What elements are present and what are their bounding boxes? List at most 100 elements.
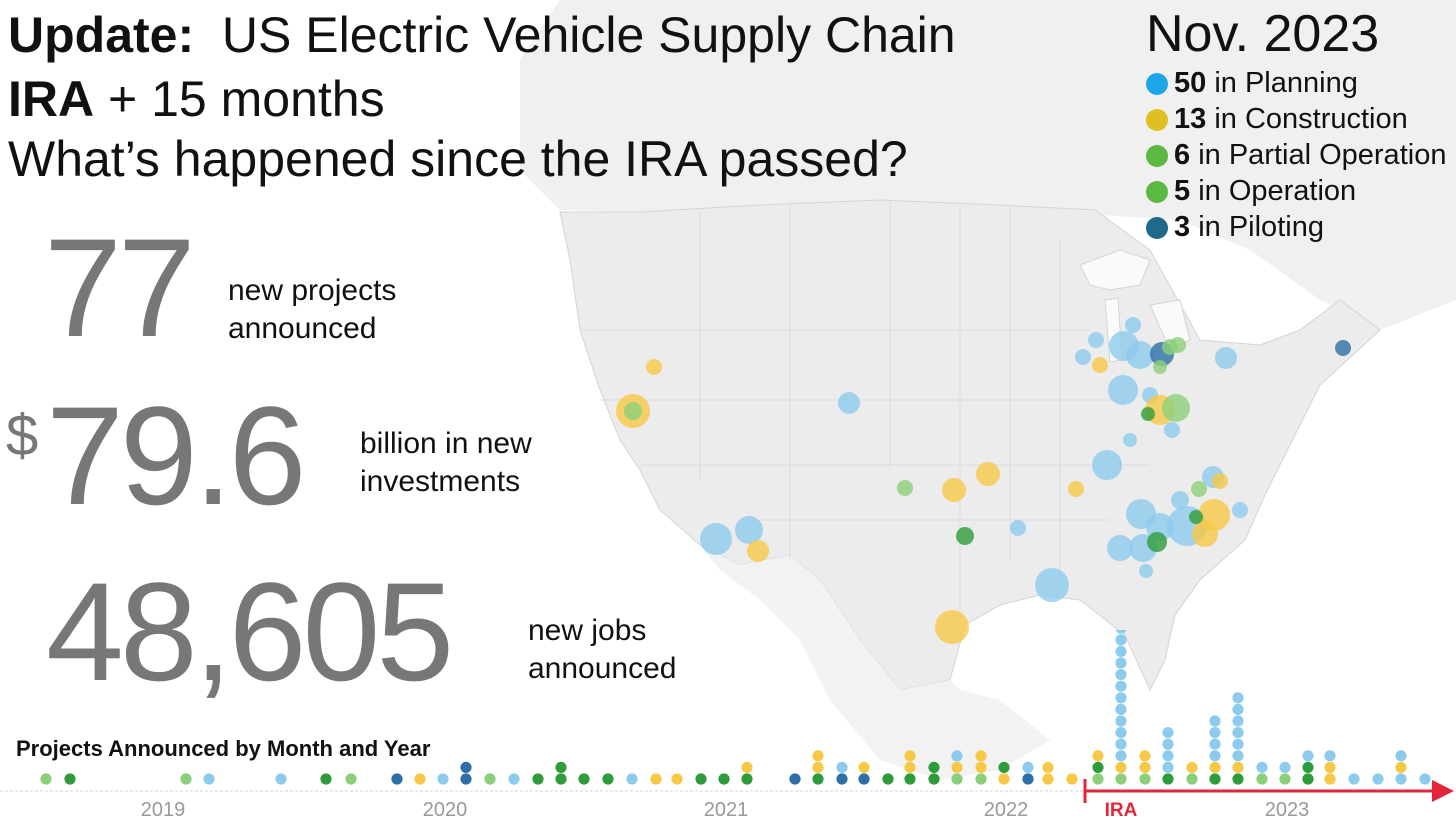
project-bubble	[1139, 564, 1153, 578]
project-bubble	[1170, 337, 1186, 353]
project-bubble	[1108, 375, 1138, 405]
status-legend: 50 in Planning 13 in Construction 6 in P…	[1146, 68, 1446, 248]
timeline-dot	[812, 773, 824, 785]
timeline-dot	[275, 773, 287, 785]
projects-count: 77	[44, 209, 196, 366]
lake-superior	[1079, 249, 1151, 291]
legend-dot-operation	[1146, 181, 1168, 203]
projects-label-line1: new projects	[228, 274, 397, 307]
project-bubble	[1192, 521, 1218, 547]
timeline-dot	[1115, 645, 1127, 658]
project-bubble	[1147, 532, 1167, 552]
timeline-dot	[1092, 761, 1104, 774]
timeline-dot	[1115, 761, 1127, 774]
currency-symbol: $	[6, 403, 39, 468]
timeline-dot	[975, 750, 987, 762]
jobs-label: new jobs announced	[528, 612, 676, 688]
timeline-dot	[1324, 761, 1336, 774]
project-bubble	[1107, 535, 1133, 561]
legend-dot-piloting	[1146, 217, 1168, 239]
timeline-dot	[1115, 727, 1127, 739]
legend-label: in Planning	[1214, 67, 1358, 99]
timeline-dot	[1092, 773, 1104, 785]
timeline-dots	[40, 630, 1431, 785]
timeline-dot	[1279, 773, 1291, 785]
timeline-dot	[1279, 761, 1291, 774]
timeline-dot	[626, 773, 638, 785]
timeline-dot	[1302, 750, 1314, 762]
timeline-dot	[998, 773, 1010, 785]
timeline-dot	[1092, 750, 1104, 762]
timeline-dot	[1302, 761, 1314, 774]
timeline-dot	[460, 773, 472, 785]
projects-label-line2: announced	[228, 312, 377, 345]
timeline-dot	[1348, 773, 1360, 785]
ira-timeline-label: IRA	[1105, 800, 1138, 820]
legend-label: in Piloting	[1198, 211, 1324, 243]
timeline-dot	[1395, 750, 1407, 762]
canada-landmass	[520, 0, 1456, 330]
legend-count: 13	[1174, 103, 1207, 135]
timeline-dot	[975, 761, 987, 774]
timeline-dot	[904, 750, 916, 762]
timeline-dot	[1302, 773, 1314, 785]
timeline-dot	[1139, 750, 1151, 762]
ira-months: + 15 months	[108, 71, 385, 127]
timeline-dot	[1372, 773, 1384, 785]
timeline-dot	[1232, 761, 1244, 774]
legend-item-piloting: 3 in Piloting	[1146, 212, 1446, 248]
project-bubble	[747, 540, 769, 562]
project-bubble	[1335, 340, 1351, 356]
timeline-dot	[345, 773, 357, 785]
project-bubble	[735, 516, 763, 544]
timeline-dot	[1395, 773, 1407, 785]
ira-arrowhead	[1432, 780, 1454, 802]
timeline-dot	[812, 750, 824, 762]
project-bubble	[956, 527, 974, 545]
timeline-dot	[1162, 750, 1174, 762]
ira-label: IRA	[8, 71, 95, 127]
legend-count: 3	[1174, 211, 1191, 243]
project-bubble	[1075, 349, 1091, 365]
legend-label: in Partial Operation	[1198, 139, 1447, 171]
timeline-dot	[1162, 727, 1174, 739]
jobs-label-line2: announced	[528, 652, 677, 685]
project-bubble	[1189, 510, 1203, 524]
timeline-dot	[437, 773, 449, 785]
project-bubble	[1092, 357, 1108, 373]
project-bubble	[897, 480, 913, 496]
timeline-dot	[951, 750, 963, 762]
timeline-dot	[1066, 773, 1078, 785]
project-bubble	[1171, 491, 1189, 509]
investment-label-line1: billion in new	[360, 427, 532, 460]
timeline-dot	[1419, 773, 1431, 785]
timeline-dot	[555, 761, 567, 774]
timeline-chart: 2019 2020 2021 2022 2023 IRA	[0, 630, 1456, 820]
project-bubble	[1153, 360, 1167, 374]
timeline-dot	[1186, 773, 1198, 785]
timeline-dot	[578, 773, 590, 785]
project-bubble	[1068, 481, 1084, 497]
timeline-dot	[1162, 773, 1174, 785]
timeline-dot	[1232, 750, 1244, 762]
timeline-dot	[1256, 761, 1268, 774]
timeline-dot	[1162, 761, 1174, 774]
timeline-dot	[1162, 738, 1174, 750]
legend-label: in Operation	[1198, 175, 1357, 207]
project-bubble	[1125, 317, 1141, 333]
timeline-dot	[391, 773, 403, 785]
timeline-dot	[1209, 715, 1221, 727]
timeline-dot	[882, 773, 894, 785]
timeline-dot	[650, 773, 662, 785]
project-bubble	[1141, 407, 1155, 421]
timeline-dot	[414, 773, 426, 785]
legend-item-operation: 5 in Operation	[1146, 176, 1446, 212]
timeline-dot	[1232, 727, 1244, 739]
investment-amount: 79.6	[46, 377, 306, 534]
legend-item-construction: 13 in Construction	[1146, 104, 1446, 140]
project-bubble	[1212, 473, 1228, 489]
timeline-dot	[951, 773, 963, 785]
timeline-dot	[1209, 773, 1221, 785]
timeline-dot	[1209, 750, 1221, 762]
timeline-dot	[1115, 773, 1127, 785]
